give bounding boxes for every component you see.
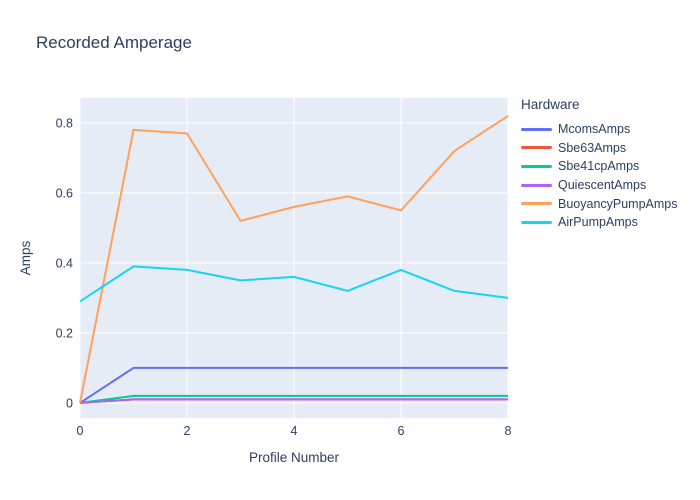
y-axis-title: Amps	[18, 240, 33, 275]
legend-swatch-Sbe41cpAmps	[521, 164, 552, 168]
legend-item-QuiescentAmps[interactable]: QuiescentAmps	[521, 176, 678, 195]
x-tick-label: 4	[291, 424, 298, 438]
legend-swatch-McomsAmps	[521, 127, 552, 131]
series-line-AirPumpAmps[interactable]	[79, 265, 509, 303]
x-axis-title: Profile Number	[249, 450, 340, 465]
legend-label-AirPumpAmps: AirPumpAmps	[558, 215, 638, 230]
legend-swatch-BuoyancyPumpAmps	[521, 202, 552, 206]
legend-swatch-QuiescentAmps	[521, 183, 552, 187]
legend-item-Sbe41cpAmps[interactable]: Sbe41cpAmps	[521, 157, 678, 176]
y-tick-label: 0	[66, 396, 73, 410]
series-line-QuiescentAmps[interactable]	[79, 398, 508, 404]
x-tick-label: 2	[184, 424, 191, 438]
legend-item-BuoyancyPumpAmps[interactable]: BuoyancyPumpAmps	[521, 194, 678, 213]
legend-swatch-AirPumpAmps	[521, 220, 552, 224]
legend-items: McomsAmps Sbe63Amps Sbe41cpAmps QuiescentAm…	[521, 120, 678, 232]
y-tick-label: 0.4	[56, 256, 73, 270]
chart-title: Recorded Amperage	[36, 33, 192, 52]
x-tick-label: 8	[505, 424, 512, 438]
series-line-McomsAmps[interactable]	[79, 366, 508, 404]
y-tick-label: 0.8	[56, 116, 73, 130]
x-tick-label: 0	[77, 424, 84, 438]
legend-label-QuiescentAmps: QuiescentAmps	[558, 178, 647, 193]
legend-item-Sbe63Amps[interactable]: Sbe63Amps	[521, 139, 678, 158]
y-tick-label: 0.6	[56, 186, 73, 200]
series-line-Sbe41cpAmps[interactable]	[79, 394, 508, 404]
series-line-BuoyancyPumpAmps[interactable]	[79, 115, 509, 404]
legend-label-BuoyancyPumpAmps: BuoyancyPumpAmps	[558, 196, 678, 211]
legend: Hardware McomsAmps Sbe63Amps Sbe41cpAmps Qu…	[521, 97, 678, 232]
y-tick-label: 0.2	[56, 326, 73, 340]
legend-label-McomsAmps: McomsAmps	[558, 122, 631, 137]
legend-title: Hardware	[521, 97, 580, 112]
legend-label-Sbe41cpAmps: Sbe41cpAmps	[558, 159, 640, 174]
legend-label-Sbe63Amps: Sbe63Amps	[558, 140, 627, 155]
legend-item-McomsAmps[interactable]: McomsAmps	[521, 120, 678, 139]
legend-item-AirPumpAmps[interactable]: AirPumpAmps	[521, 213, 678, 232]
x-tick-label: 6	[398, 424, 405, 438]
legend-swatch-Sbe63Amps	[521, 146, 552, 150]
